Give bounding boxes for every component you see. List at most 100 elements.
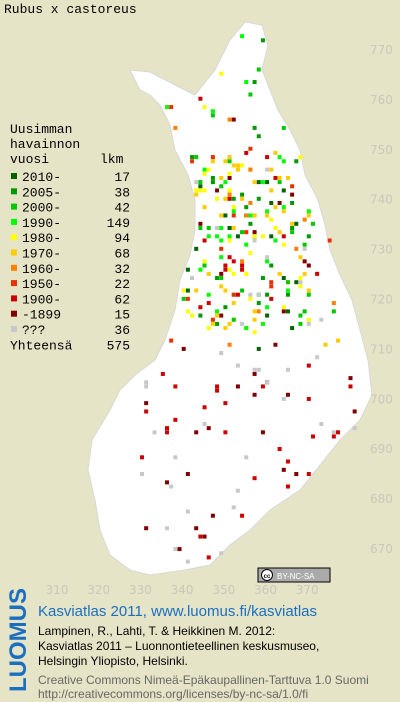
grid-square: [315, 271, 320, 276]
grid-square: [298, 313, 303, 318]
grid-square: [335, 430, 340, 435]
grid-square: [252, 392, 257, 397]
grid-square: [269, 167, 274, 172]
grid-square: [260, 384, 265, 389]
grid-square: [215, 225, 220, 230]
grid-square: [269, 200, 274, 205]
grid-square: [244, 271, 249, 276]
grid-square: [240, 259, 245, 264]
grid-square: [165, 430, 170, 435]
grid-square: [194, 526, 199, 531]
grid-square: [269, 263, 274, 268]
grid-square: [165, 480, 170, 485]
legend-swatch: [11, 188, 17, 195]
grid-square: [281, 205, 286, 210]
grid-square: [281, 467, 286, 472]
grid-square: [265, 255, 270, 260]
grid-square: [252, 476, 257, 481]
grid-square: [306, 321, 311, 326]
grid-square: [227, 155, 232, 160]
grid-square: [277, 200, 282, 205]
grid-square: [252, 330, 257, 335]
grid-square: [235, 384, 240, 389]
grid-square: [269, 217, 274, 222]
license-badge: cc BY-NC-SA: [257, 567, 331, 583]
grid-square: [215, 188, 220, 193]
grid-square: [206, 225, 211, 230]
grid-square: [219, 71, 224, 76]
grid-square: [248, 251, 253, 256]
x-coordinate-label: 350: [212, 583, 235, 597]
x-coordinate-label: 340: [171, 583, 194, 597]
grid-square: [185, 309, 190, 314]
grid-square: [198, 96, 203, 101]
grid-square: [285, 175, 290, 180]
legend-swatch: [11, 234, 17, 241]
grid-square: [240, 288, 245, 293]
grid-square: [277, 230, 282, 235]
legend-swatch: [11, 173, 17, 179]
grid-square: [231, 209, 236, 214]
grid-square: [248, 167, 253, 172]
footer-heading: Kasviatlas 2011, www.luomus.fi/kasviatla…: [38, 603, 317, 620]
grid-square: [306, 213, 311, 218]
grid-square: [223, 430, 228, 435]
grid-square: [298, 321, 303, 326]
grid-square: [210, 175, 215, 180]
grid-square: [235, 363, 240, 368]
grid-square: [219, 276, 224, 281]
grid-square: [202, 205, 207, 210]
y-coordinate-label: 760: [370, 93, 393, 107]
grid-square: [194, 188, 199, 193]
legend-count: 22: [114, 277, 130, 292]
grid-square: [323, 342, 328, 347]
grid-square: [273, 150, 278, 155]
grid-square: [206, 167, 211, 172]
grid-square: [285, 288, 290, 293]
grid-square: [185, 267, 190, 272]
grid-square: [235, 234, 240, 239]
grid-square: [306, 363, 311, 368]
grid-square: [281, 276, 286, 281]
license-text: Creative Commons Nimeä-Epäkaupallinen-Ta…: [38, 673, 369, 687]
grid-square: [223, 267, 228, 272]
grid-square: [302, 309, 307, 314]
grid-square: [281, 188, 286, 193]
grid-square: [281, 159, 286, 164]
citation: Helsingin Yliopisto, Helsinki.: [38, 654, 188, 668]
grid-square: [248, 200, 253, 205]
grid-square: [235, 488, 240, 493]
grid-square: [219, 184, 224, 189]
grid-square: [210, 513, 215, 518]
grid-square: [215, 276, 220, 281]
grid-square: [235, 167, 240, 172]
grid-square: [219, 175, 224, 180]
legend-label: ???: [22, 323, 45, 338]
grid-square: [269, 284, 274, 289]
grid-square: [285, 309, 290, 314]
grid-square: [210, 113, 215, 118]
grid-square: [281, 396, 286, 401]
legend: Uusimman havainnon vuosi lkm 2010- 17 2005…: [10, 122, 130, 353]
grid-square: [290, 225, 295, 230]
grid-square: [298, 155, 303, 160]
grid-square: [277, 271, 282, 276]
license-url: http://creativecommons.org/licenses/by-n…: [38, 687, 308, 701]
legend-count: 15: [114, 308, 130, 323]
legend-count: 94: [114, 231, 130, 246]
y-coordinate-label: 710: [370, 342, 393, 356]
grid-square: [260, 234, 265, 239]
grid-square: [235, 163, 240, 168]
legend-count: 17: [114, 170, 130, 185]
grid-square: [227, 192, 232, 197]
grid-square: [302, 242, 307, 247]
grid-square: [215, 388, 220, 393]
grid-square: [190, 155, 195, 160]
grid-square: [165, 105, 170, 110]
grid-square: [227, 188, 232, 193]
grid-square: [294, 159, 299, 164]
grid-square: [252, 371, 257, 376]
grid-square: [202, 421, 207, 426]
grid-square: [223, 196, 228, 201]
grid-square: [181, 296, 186, 301]
